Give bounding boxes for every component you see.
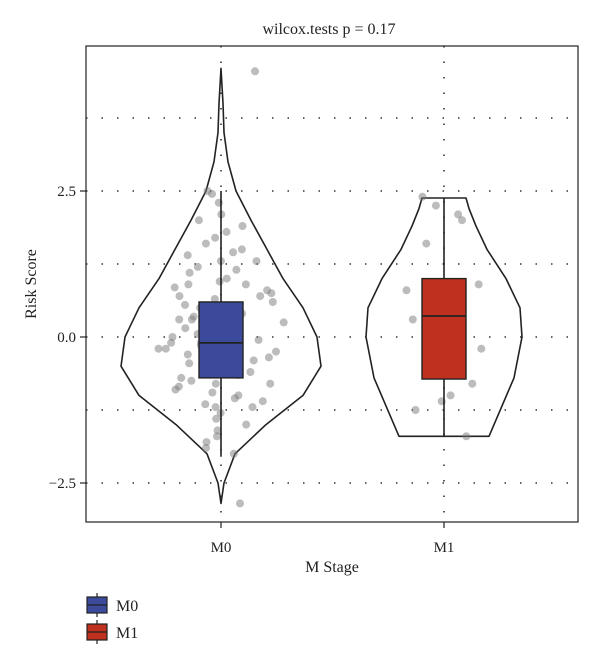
data-point-m1-6 bbox=[402, 286, 411, 295]
box-m1 bbox=[421, 277, 467, 380]
data-point-m0-53 bbox=[187, 376, 196, 385]
data-point-m1-11 bbox=[477, 344, 486, 353]
data-point-m0-19 bbox=[215, 277, 224, 286]
data-point-m1-13 bbox=[468, 379, 477, 388]
data-point-m0-76 bbox=[252, 257, 261, 266]
data-point-m0-12 bbox=[229, 248, 238, 257]
data-point-m0-64 bbox=[212, 414, 221, 423]
data-point-m1-2 bbox=[454, 210, 463, 219]
data-point-m0-23 bbox=[267, 289, 276, 298]
data-point-m0-20 bbox=[184, 280, 193, 289]
data-point-m0-56 bbox=[171, 385, 180, 394]
data-point-m0-10 bbox=[201, 239, 210, 248]
data-point-m0-62 bbox=[211, 403, 220, 412]
data-point-m0-74 bbox=[256, 292, 265, 301]
legend-label-m0: M0 bbox=[116, 598, 138, 615]
data-point-m0-68 bbox=[202, 438, 211, 447]
data-point-m0-66 bbox=[213, 426, 222, 435]
legend: M0 M1 bbox=[86, 593, 138, 644]
data-point-m0-39 bbox=[254, 335, 263, 344]
data-point-m0-75 bbox=[266, 379, 275, 388]
data-point-m1-3 bbox=[458, 216, 466, 225]
data-point-m0-52 bbox=[177, 373, 186, 382]
data-point-m0-24 bbox=[175, 292, 184, 301]
data-point-m0-1 bbox=[236, 499, 244, 508]
data-point-m0-16 bbox=[232, 265, 241, 274]
data-point-m0-3 bbox=[208, 189, 216, 198]
data-point-m1-17 bbox=[462, 432, 471, 441]
data-point-m0-65 bbox=[242, 420, 251, 429]
x-tick-label-m1: M1 bbox=[434, 540, 455, 556]
data-point-m0-59 bbox=[230, 394, 239, 403]
data-point-m0-18 bbox=[222, 274, 231, 283]
legend-item-m1: M1 bbox=[86, 620, 138, 644]
data-point-m0-57 bbox=[208, 388, 217, 397]
data-point-m0-6 bbox=[194, 216, 203, 225]
x-axis-label: M Stage bbox=[305, 559, 359, 576]
legend-label-m1: M1 bbox=[116, 625, 138, 642]
data-point-m0-42 bbox=[161, 344, 170, 353]
data-point-m0-70 bbox=[229, 449, 238, 458]
data-point-m0-27 bbox=[181, 300, 189, 309]
data-point-m0-47 bbox=[185, 359, 194, 368]
data-point-m0-67 bbox=[213, 432, 221, 441]
data-point-m0-54 bbox=[211, 379, 220, 388]
data-point-m1-0 bbox=[418, 192, 427, 201]
data-point-m0-15 bbox=[193, 262, 202, 271]
data-point-m0-13 bbox=[183, 251, 192, 260]
data-point-m0-44 bbox=[183, 350, 192, 359]
data-point-m1-14 bbox=[446, 391, 455, 400]
data-point-m0-50 bbox=[246, 368, 255, 376]
legend-item-m0: M0 bbox=[86, 593, 138, 617]
data-point-m0-61 bbox=[201, 400, 210, 409]
data-point-m0-21 bbox=[170, 283, 179, 292]
data-point-m0-8 bbox=[222, 227, 231, 236]
data-point-m1-1 bbox=[431, 201, 440, 210]
box-m0 bbox=[198, 301, 244, 379]
chart-title: wilcox.tests p = 0.17 bbox=[262, 21, 395, 38]
data-point-m0-9 bbox=[211, 233, 220, 242]
data-point-m1-10 bbox=[408, 315, 417, 324]
y-tick-label-1: 0.0 bbox=[57, 330, 76, 346]
data-point-m1-5 bbox=[474, 280, 483, 289]
data-point-m0-7 bbox=[238, 222, 247, 230]
data-point-m0-60 bbox=[258, 397, 267, 406]
x-tick-label-m0: M0 bbox=[211, 540, 232, 556]
data-point-m0-43 bbox=[272, 347, 280, 356]
data-point-m0-69 bbox=[202, 444, 210, 452]
data-point-m0-78 bbox=[241, 280, 250, 289]
data-point-m0-17 bbox=[185, 268, 194, 277]
data-point-m0-71 bbox=[167, 338, 176, 347]
data-point-m0-33 bbox=[279, 318, 288, 327]
y-axis-ticks: 2.5 0.0 −2.5 bbox=[49, 184, 86, 492]
y-tick-label-0: 2.5 bbox=[57, 184, 76, 200]
data-point-m0-25 bbox=[210, 295, 219, 303]
data-point-m1-4 bbox=[422, 239, 431, 248]
data-point-m0-11 bbox=[237, 245, 246, 254]
data-point-m1-16 bbox=[411, 406, 420, 414]
data-point-m0-26 bbox=[268, 298, 277, 306]
data-point-m0-73 bbox=[249, 356, 258, 365]
grid-lines bbox=[86, 46, 578, 522]
data-point-m0-81 bbox=[154, 344, 163, 353]
x-axis-ticks: M0 M1 bbox=[211, 522, 455, 556]
data-point-m0-77 bbox=[248, 403, 257, 412]
data-point-m0-72 bbox=[187, 315, 196, 324]
boxplots bbox=[198, 191, 467, 457]
data-point-m0-32 bbox=[175, 315, 184, 324]
y-axis-label: Risk Score bbox=[23, 249, 40, 319]
data-point-m0-45 bbox=[264, 353, 273, 362]
violin-m0 bbox=[120, 67, 322, 505]
y-tick-label-2: −2.5 bbox=[49, 476, 76, 492]
data-point-m0-35 bbox=[181, 324, 190, 333]
plot-frame bbox=[85, 45, 579, 523]
data-point-m0-0 bbox=[251, 67, 259, 76]
